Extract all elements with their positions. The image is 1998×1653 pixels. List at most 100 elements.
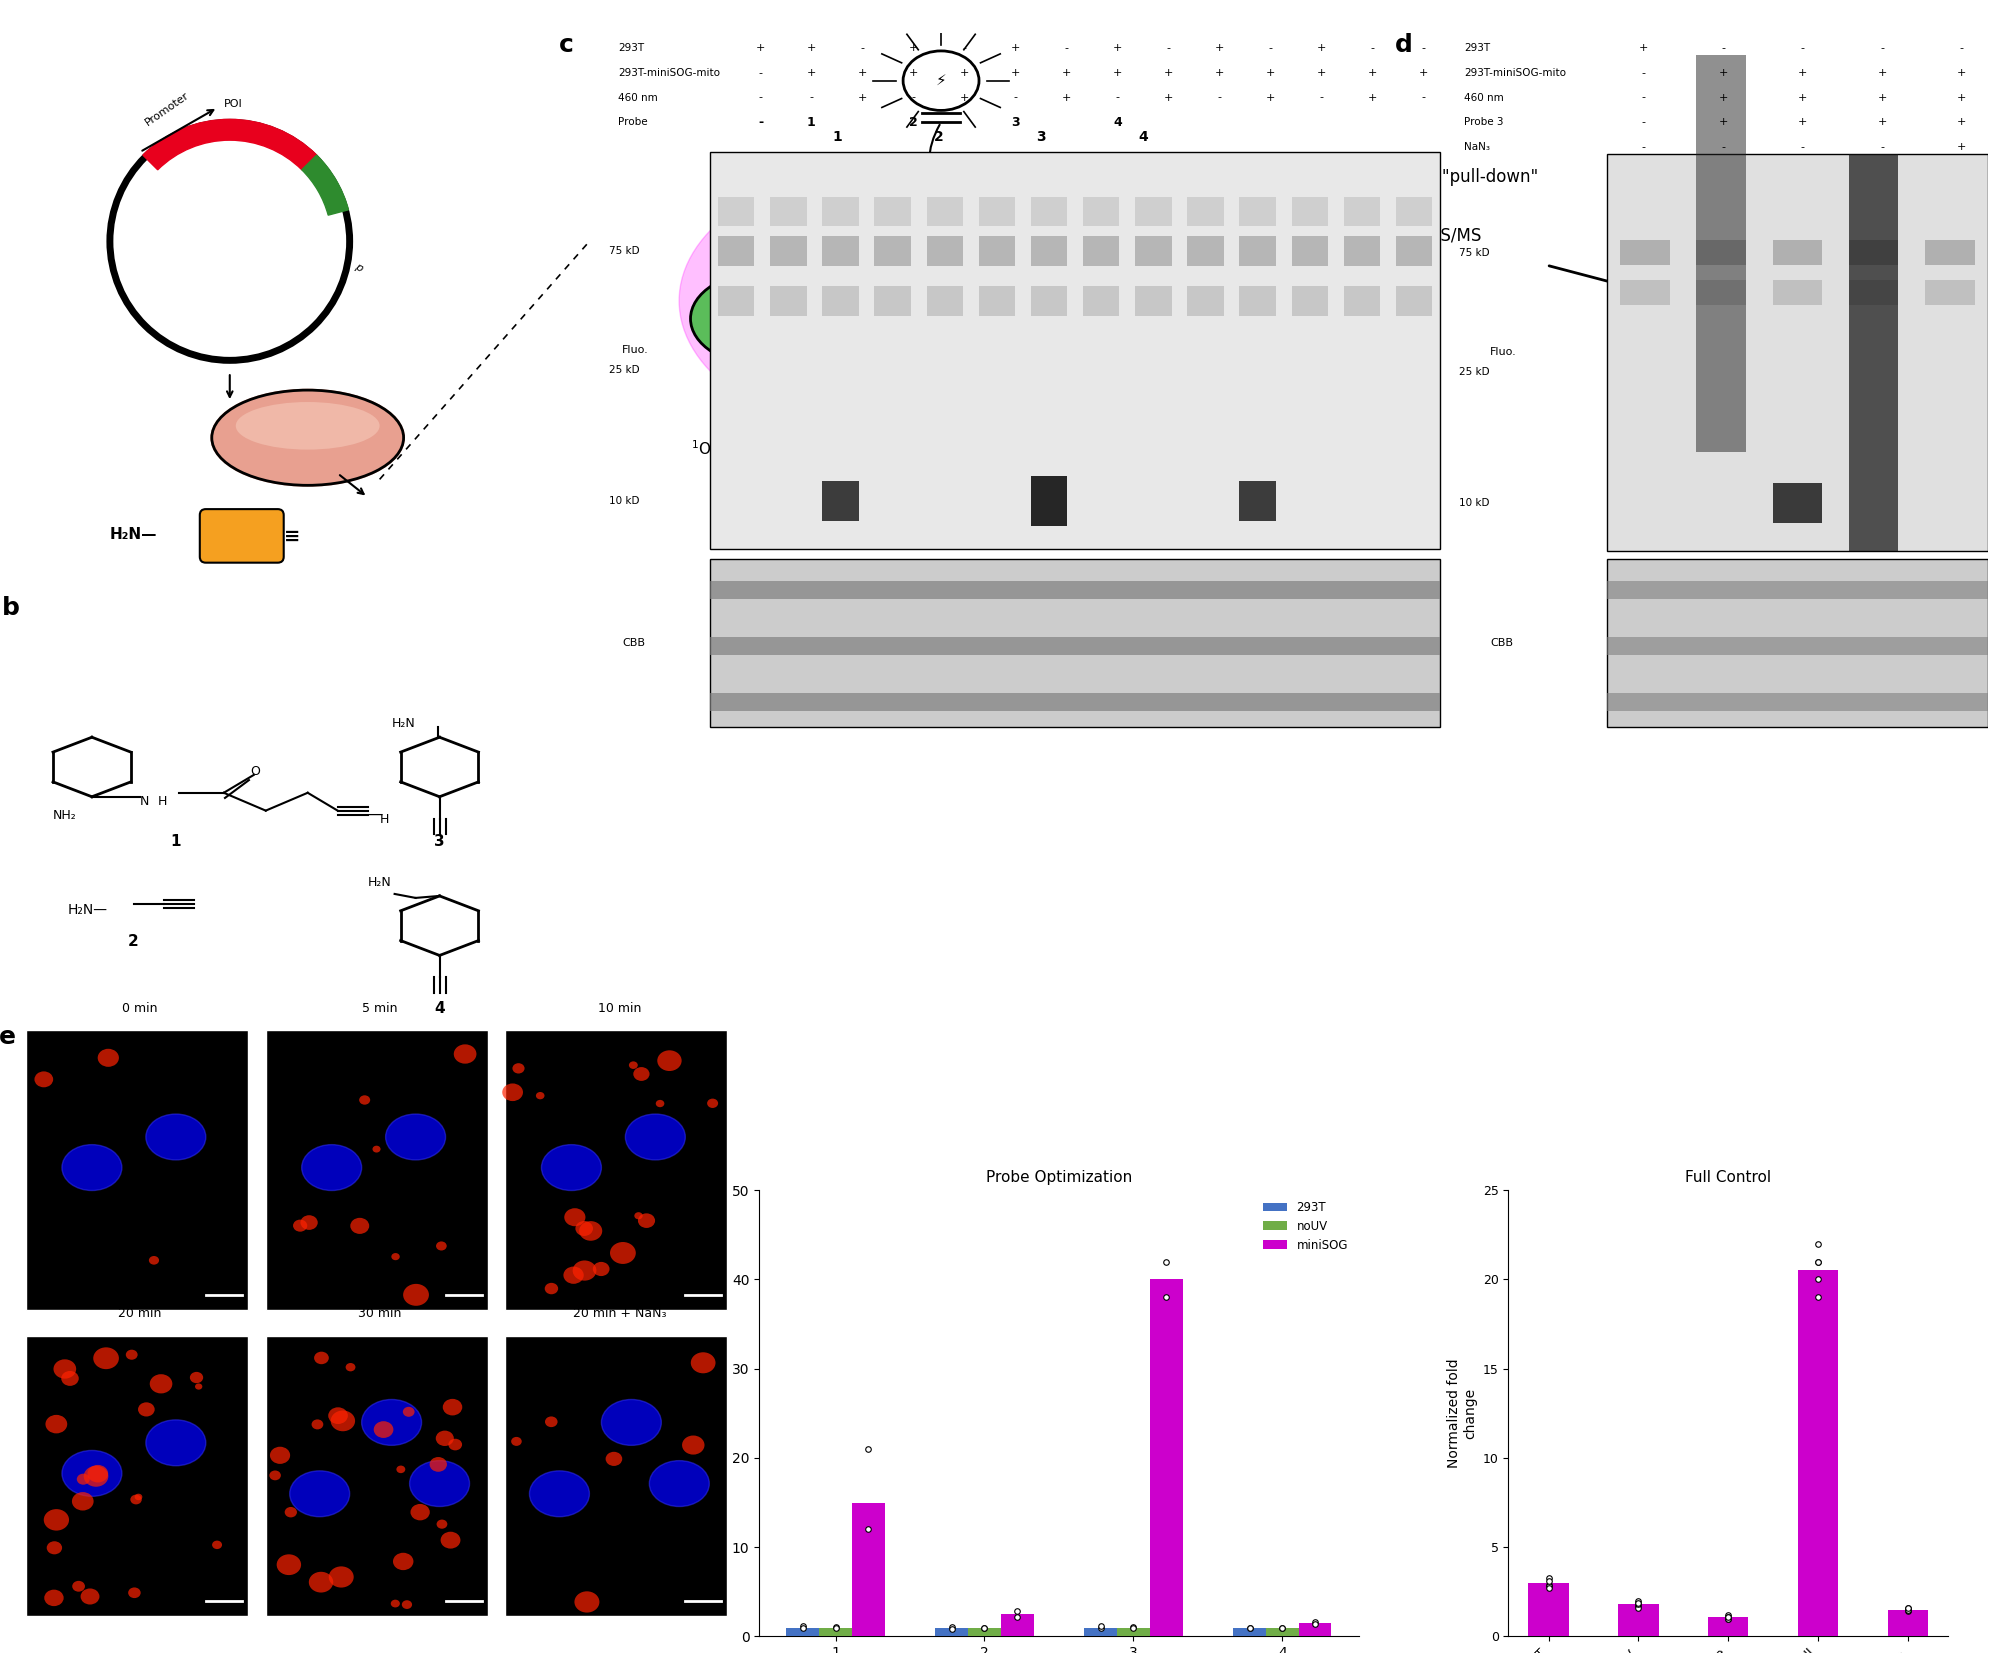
Point bbox=[969, 1615, 1001, 1641]
Text: 4: 4 bbox=[434, 1002, 446, 1017]
Bar bbox=[1135, 236, 1171, 266]
Text: 4: 4 bbox=[1113, 116, 1121, 129]
Text: Non-binder: Non-binder bbox=[1097, 473, 1165, 486]
Text: +: + bbox=[1718, 117, 1728, 127]
Bar bbox=[979, 236, 1015, 266]
Text: -: - bbox=[963, 43, 967, 53]
Bar bbox=[1083, 286, 1119, 316]
Text: +: + bbox=[1369, 68, 1377, 78]
Circle shape bbox=[593, 1261, 609, 1276]
Text: +: + bbox=[1798, 117, 1808, 127]
Text: -: - bbox=[1800, 142, 1804, 152]
Ellipse shape bbox=[625, 1114, 685, 1160]
Circle shape bbox=[346, 1364, 356, 1372]
Circle shape bbox=[34, 1071, 54, 1088]
Text: 1) click "pull-down": 1) click "pull-down" bbox=[1377, 169, 1538, 185]
Circle shape bbox=[350, 1218, 370, 1233]
Circle shape bbox=[330, 1567, 354, 1587]
Bar bbox=[709, 636, 1441, 655]
Bar bbox=[1299, 1623, 1331, 1636]
Bar bbox=[709, 580, 1441, 598]
Point bbox=[935, 1613, 967, 1640]
Circle shape bbox=[681, 1435, 705, 1455]
Bar bbox=[935, 1628, 969, 1636]
Point bbox=[1001, 1603, 1033, 1630]
Text: +: + bbox=[1419, 68, 1429, 78]
Text: +: + bbox=[1215, 43, 1225, 53]
Circle shape bbox=[637, 1213, 655, 1228]
Circle shape bbox=[511, 1063, 525, 1073]
Text: +: + bbox=[959, 68, 969, 78]
Bar bbox=[717, 197, 755, 226]
Bar bbox=[717, 236, 755, 266]
Bar bbox=[1848, 279, 1898, 304]
Text: —: — bbox=[368, 807, 384, 822]
Text: -: - bbox=[1319, 93, 1323, 102]
Ellipse shape bbox=[410, 1461, 470, 1506]
Bar bbox=[1606, 693, 1988, 711]
Text: -: - bbox=[1880, 142, 1884, 152]
Text: -: - bbox=[1642, 68, 1646, 78]
Point bbox=[1299, 1608, 1331, 1635]
Bar bbox=[1149, 1279, 1183, 1636]
Circle shape bbox=[444, 1398, 462, 1415]
Bar bbox=[979, 197, 1015, 226]
Text: +: + bbox=[1113, 68, 1123, 78]
Text: 293T-miniSOG-mito: 293T-miniSOG-mito bbox=[1465, 68, 1566, 78]
Text: H: H bbox=[380, 813, 390, 825]
Bar bbox=[1031, 197, 1067, 226]
Bar bbox=[1187, 236, 1223, 266]
Bar bbox=[1233, 1628, 1267, 1636]
Point bbox=[1233, 1615, 1265, 1641]
Text: +: + bbox=[1265, 93, 1275, 102]
Text: +: + bbox=[857, 68, 867, 78]
Bar bbox=[709, 152, 1441, 549]
Circle shape bbox=[563, 1208, 585, 1227]
Text: -: - bbox=[1720, 142, 1726, 152]
Text: 10 kD: 10 kD bbox=[609, 496, 639, 506]
Circle shape bbox=[633, 1068, 649, 1081]
Text: +: + bbox=[1956, 68, 1966, 78]
Circle shape bbox=[372, 1146, 380, 1152]
Text: +: + bbox=[1638, 43, 1648, 53]
Text: PS: PS bbox=[755, 309, 779, 327]
Point bbox=[1802, 1248, 1834, 1274]
Bar bbox=[1772, 483, 1822, 522]
Text: +: + bbox=[1369, 93, 1377, 102]
Bar bbox=[1031, 476, 1067, 526]
Text: +: + bbox=[1011, 43, 1021, 53]
Text: -: - bbox=[759, 93, 763, 102]
Title: Full Control: Full Control bbox=[1684, 1170, 1772, 1185]
Bar bbox=[1031, 236, 1067, 266]
Circle shape bbox=[629, 1061, 637, 1069]
Text: 25 kD: 25 kD bbox=[609, 365, 639, 375]
Circle shape bbox=[46, 1541, 62, 1554]
Text: 2: 2 bbox=[933, 131, 943, 144]
Text: H₂N—: H₂N— bbox=[110, 527, 158, 542]
Bar bbox=[1187, 286, 1223, 316]
Point bbox=[1151, 1248, 1183, 1274]
Text: POI: POI bbox=[224, 99, 242, 109]
Circle shape bbox=[535, 1093, 545, 1099]
Circle shape bbox=[54, 1359, 76, 1379]
Bar bbox=[717, 286, 755, 316]
Circle shape bbox=[80, 1589, 100, 1605]
Circle shape bbox=[436, 1241, 448, 1251]
Circle shape bbox=[294, 1220, 308, 1231]
Circle shape bbox=[300, 1215, 318, 1230]
Ellipse shape bbox=[691, 271, 843, 367]
Y-axis label: Normalized fold
change: Normalized fold change bbox=[1447, 1359, 1477, 1468]
Circle shape bbox=[410, 1504, 430, 1521]
Text: -: - bbox=[1642, 117, 1646, 127]
Ellipse shape bbox=[386, 1114, 446, 1160]
Circle shape bbox=[396, 1466, 406, 1473]
Point bbox=[1001, 1598, 1033, 1625]
Ellipse shape bbox=[362, 1400, 422, 1445]
Ellipse shape bbox=[212, 390, 404, 486]
Circle shape bbox=[190, 1372, 204, 1384]
Circle shape bbox=[138, 1402, 154, 1417]
Bar bbox=[823, 197, 859, 226]
Bar bbox=[819, 1628, 851, 1636]
Bar bbox=[1848, 240, 1898, 264]
Circle shape bbox=[392, 1253, 400, 1260]
